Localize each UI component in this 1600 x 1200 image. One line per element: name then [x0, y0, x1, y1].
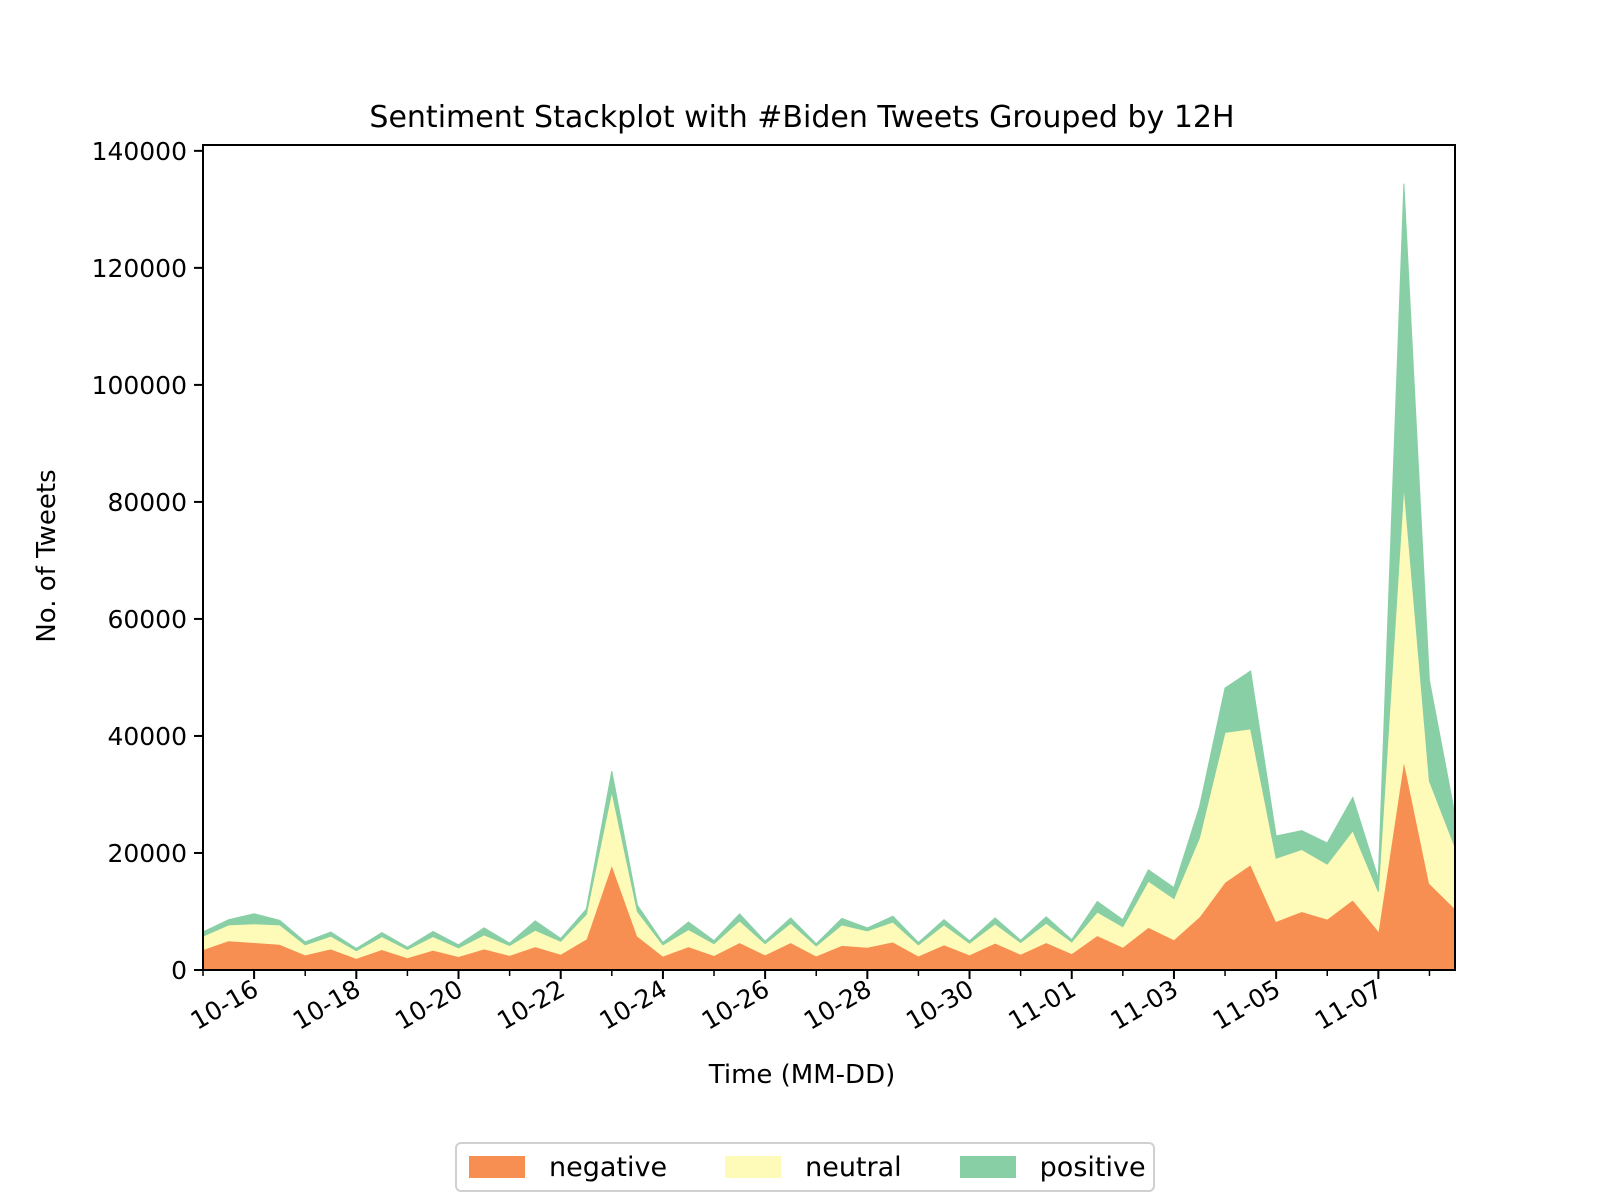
x-tick-label: 10-24 — [594, 974, 671, 1035]
x-tick-label: 11-05 — [1208, 974, 1285, 1035]
plot-frame — [202, 144, 1456, 971]
y-tick-label: 80000 — [107, 488, 187, 517]
x-tick-label: 10-26 — [697, 974, 774, 1035]
legend-label-neutral: neutral — [805, 1151, 902, 1183]
area-neutral — [202, 485, 1456, 959]
y-tick-label: 120000 — [92, 254, 187, 283]
x-tick-label: 11-01 — [1003, 974, 1080, 1035]
y-axis: 0 20000 40000 60000 80000 100000 120000 140000 — [92, 137, 203, 985]
x-axis-label: Time (MM-DD) — [708, 1060, 895, 1090]
legend: negative neutral positive — [455, 1142, 1155, 1192]
y-axis-label: No. of Tweets — [32, 469, 62, 642]
x-tick-label: 10-20 — [390, 974, 467, 1035]
x-tick-label: 11-07 — [1310, 974, 1387, 1035]
legend-swatch-negative — [469, 1156, 525, 1178]
y-tick-label: 140000 — [92, 137, 187, 166]
y-tick-label: 60000 — [107, 605, 187, 634]
legend-label-negative: negative — [549, 1151, 668, 1183]
y-tick-label: 0 — [171, 956, 187, 985]
chart-title: Sentiment Stackplot with #Biden Tweets G… — [369, 100, 1234, 135]
y-tick-label: 40000 — [107, 722, 187, 751]
x-tick-label: 10-18 — [288, 974, 365, 1035]
legend-item-positive: positive — [959, 1151, 1146, 1183]
legend-swatch-neutral — [725, 1156, 782, 1178]
legend-item-neutral: neutral — [725, 1152, 902, 1183]
y-tick-label: 100000 — [92, 371, 187, 400]
x-tick-label: 10-22 — [492, 974, 569, 1035]
legend-label-positive: positive — [1039, 1151, 1146, 1183]
x-tick-label: 11-03 — [1106, 974, 1183, 1035]
x-tick-label: 10-30 — [901, 974, 978, 1035]
series-areas — [202, 183, 1456, 971]
legend-swatch-positive — [959, 1156, 1016, 1178]
legend-item-negative: negative — [469, 1152, 667, 1183]
x-axis: 10-16 10-18 10-20 10-22 10-24 10-26 10-28 10-30… — [186, 970, 1431, 1036]
x-tick-label: 10-28 — [799, 974, 876, 1035]
y-tick-label: 20000 — [107, 839, 187, 868]
x-tick-label: 10-16 — [186, 974, 263, 1035]
